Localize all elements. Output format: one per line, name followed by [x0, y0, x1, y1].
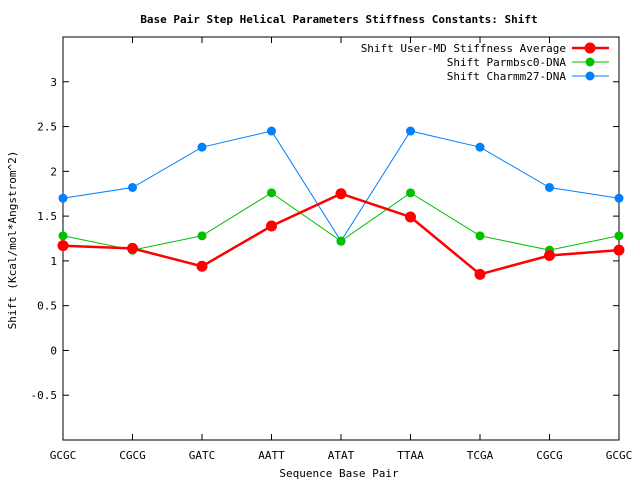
series-layer	[57, 126, 625, 280]
x-tick-label: CGCG	[536, 449, 563, 462]
series-line	[62, 192, 620, 276]
x-tick-label: TTAA	[397, 449, 424, 462]
data-point	[335, 188, 347, 200]
data-point	[406, 126, 415, 136]
x-tick-label: ATAT	[328, 449, 355, 462]
y-tick-label: 1.5	[37, 210, 57, 223]
x-tick-label: TCGA	[467, 449, 494, 462]
data-point	[197, 142, 207, 152]
legend-label: Shift Parmbsc0-DNA	[447, 56, 567, 69]
series-1	[57, 188, 625, 280]
series-line	[62, 130, 620, 243]
y-tick-label: 2	[50, 165, 57, 178]
y-tick-label: 2.5	[37, 121, 57, 134]
data-point	[405, 211, 416, 223]
data-point	[475, 231, 485, 241]
data-point	[196, 260, 208, 272]
x-axis: GCGC CGCG GATC AATT ATAT TTAA TCGA CGCG GCGC	[50, 37, 633, 462]
data-point	[58, 193, 68, 203]
data-point	[475, 142, 485, 152]
data-point	[57, 240, 69, 252]
data-point	[613, 244, 625, 256]
data-point	[267, 188, 276, 198]
y-tick-label: -0.5	[31, 389, 58, 402]
data-point	[197, 231, 207, 241]
y-tick-label: 3	[50, 76, 57, 89]
legend-marker	[585, 71, 595, 81]
y-tick-label: 0	[50, 344, 57, 357]
data-point	[336, 236, 346, 246]
data-point	[266, 220, 277, 232]
x-tick-label: AATT	[258, 449, 285, 462]
legend-label: Shift Charmm27-DNA	[447, 70, 567, 83]
x-axis-label: Sequence Base Pair	[279, 467, 399, 480]
data-point	[128, 182, 137, 192]
x-tick-label: GCGC	[50, 449, 77, 462]
x-tick-label: GATC	[189, 449, 216, 462]
data-point	[614, 231, 624, 241]
legend-label: Shift User-MD Stiffness Average	[361, 42, 566, 55]
y-axis-label: Shift (Kcal/mol*Angstrom^2)	[6, 151, 19, 330]
data-point	[544, 250, 555, 262]
data-point	[614, 193, 624, 203]
data-point	[267, 126, 276, 136]
chart-title: Base Pair Step Helical Parameters Stiffn…	[140, 13, 537, 26]
data-point	[474, 268, 486, 280]
x-tick-label: CGCG	[119, 449, 146, 462]
y-tick-label: 0.5	[37, 300, 57, 313]
y-axis: -0.5 0 0.5 1 1.5 2 2.5 3	[31, 76, 619, 402]
data-point	[58, 231, 68, 241]
legend-marker	[584, 42, 596, 54]
y-tick-label: 1	[50, 255, 57, 268]
data-point	[545, 182, 554, 192]
x-tick-label: GCGC	[606, 449, 633, 462]
legend-marker	[585, 57, 595, 67]
data-point	[127, 242, 138, 254]
data-point	[406, 188, 415, 198]
series-3	[58, 126, 624, 246]
